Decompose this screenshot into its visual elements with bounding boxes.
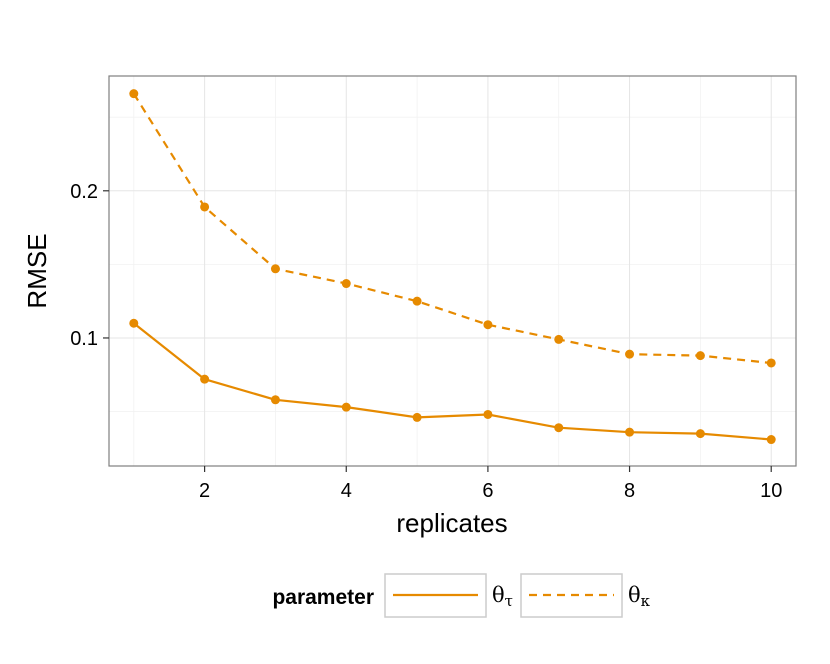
data-point-theta-kappa — [483, 320, 493, 330]
data-point-theta-kappa — [341, 279, 351, 289]
x-tick-label: 4 — [341, 480, 352, 502]
legend: parameter θτ θκ — [272, 573, 651, 618]
x-tick-label: 2 — [199, 480, 210, 502]
x-tick-label: 6 — [482, 480, 493, 502]
data-point-theta-kappa — [412, 296, 422, 306]
data-point-theta-tau — [695, 429, 705, 439]
data-point-theta-tau — [625, 427, 635, 437]
series-layer — [129, 89, 776, 445]
data-point-theta-kappa — [270, 264, 280, 274]
y-tick-label: 0.1 — [70, 328, 98, 350]
data-point-theta-tau — [412, 412, 422, 422]
data-point-theta-kappa — [766, 358, 776, 368]
series-line-theta-tau — [133, 322, 772, 441]
data-point-theta-tau — [270, 395, 280, 405]
y-tick-label: 0.2 — [70, 181, 98, 203]
data-point-theta-tau — [483, 409, 493, 419]
data-point-theta-kappa — [129, 89, 139, 99]
x-axis-title: replicates — [396, 508, 507, 538]
panel-border — [108, 75, 797, 467]
major-gridlines — [109, 76, 796, 466]
data-point-theta-tau — [554, 423, 564, 433]
tick-labels: 2 4 6 8 10 0.1 0.2 — [70, 181, 782, 502]
data-point-theta-kappa — [695, 351, 705, 361]
legend-title: parameter — [272, 586, 374, 609]
data-point-theta-kappa — [200, 202, 210, 212]
legend-label-theta-tau: θτ — [492, 583, 513, 610]
axis-ticks — [103, 190, 772, 472]
x-tick-label: 10 — [760, 480, 782, 502]
data-point-theta-kappa — [625, 349, 635, 359]
minor-gridlines — [109, 76, 796, 466]
legend-label-theta-kappa: θκ — [628, 583, 651, 610]
data-point-theta-tau — [341, 402, 351, 412]
panel-background — [109, 76, 796, 466]
x-tick-label: 8 — [624, 480, 635, 502]
data-point-theta-tau — [766, 435, 776, 445]
data-point-theta-tau — [200, 374, 210, 384]
data-point-theta-tau — [129, 318, 139, 328]
data-point-theta-kappa — [554, 334, 564, 344]
series-line-theta-kappa — [132, 93, 772, 365]
y-axis-title: RMSE — [22, 233, 52, 308]
